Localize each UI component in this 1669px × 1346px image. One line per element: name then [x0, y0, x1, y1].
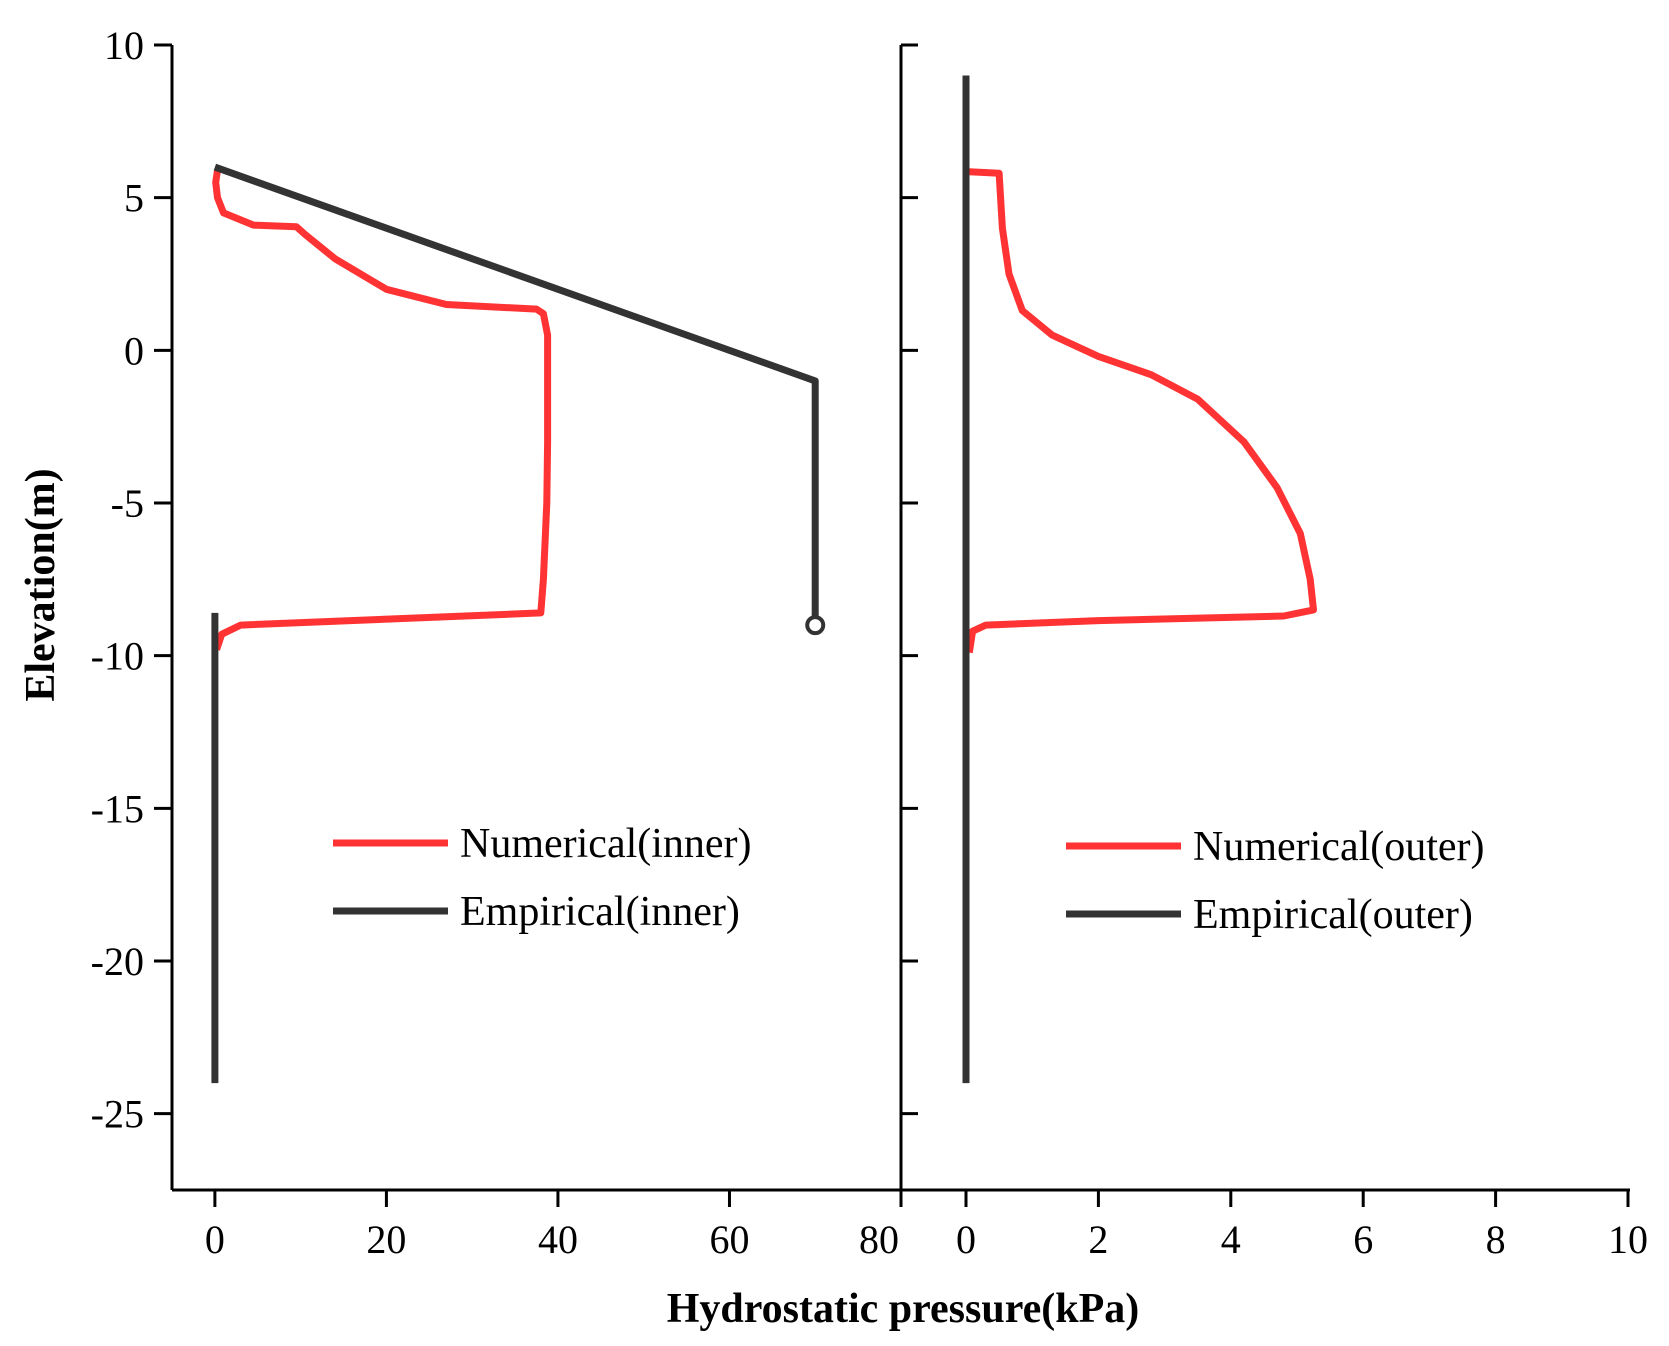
series-line-numerical-outer	[965, 168, 1317, 654]
x-tick-label-left: 60	[709, 1217, 749, 1262]
x-tick-label-left: 0	[205, 1217, 225, 1262]
y-tick-label: -15	[91, 786, 144, 831]
legend-label-numerical-outer: Numerical(outer)	[1193, 824, 1485, 870]
series-end-marker-empirical-inner	[805, 615, 826, 636]
legend-label-numerical-inner: Numerical(inner)	[460, 821, 752, 867]
x-tick-label-right: 8	[1486, 1217, 1506, 1262]
y-axis-title: Elevation(m)	[18, 468, 64, 701]
series-line-numerical-inner	[212, 169, 552, 651]
right-panel-data	[962, 75, 1317, 1084]
legend-label-empirical-inner: Empirical(inner)	[460, 889, 740, 935]
y-tick-label: 0	[124, 328, 144, 373]
y-tick-label: 5	[124, 176, 144, 221]
x-tick-label-left: 80	[859, 1217, 899, 1262]
x-tick-label-left: 40	[538, 1217, 578, 1262]
axis-titles: Hydrostatic pressure(kPa) Elevation(m)	[18, 468, 1139, 1332]
left-panel-data	[211, 163, 826, 1084]
axes: 10 5 0 -5 -10 -15 -20 -25 0 20 40 60 80 0 2 4 6 8 10	[91, 23, 1648, 1262]
y-tick-label: -20	[91, 939, 144, 984]
series-line-empirical-inner	[213, 163, 819, 626]
y-tick-label: -25	[91, 1092, 144, 1137]
x-tick-label-right: 10	[1608, 1217, 1648, 1262]
x-tick-label-left: 20	[366, 1217, 406, 1262]
y-tick-label: 10	[104, 23, 144, 68]
legend-label-empirical-outer: Empirical(outer)	[1193, 892, 1473, 938]
x-tick-label-right: 4	[1221, 1217, 1241, 1262]
x-tick-label-right: 6	[1353, 1217, 1373, 1262]
y-tick-label: -10	[91, 634, 144, 679]
x-tick-label-right: 0	[956, 1217, 976, 1262]
y-tick-label: -5	[111, 481, 144, 526]
x-tick-label-right: 2	[1088, 1217, 1108, 1262]
legends: Numerical(inner) Empirical(inner) Numerica…	[333, 821, 1485, 938]
x-axis-title: Hydrostatic pressure(kPa)	[667, 1286, 1139, 1332]
